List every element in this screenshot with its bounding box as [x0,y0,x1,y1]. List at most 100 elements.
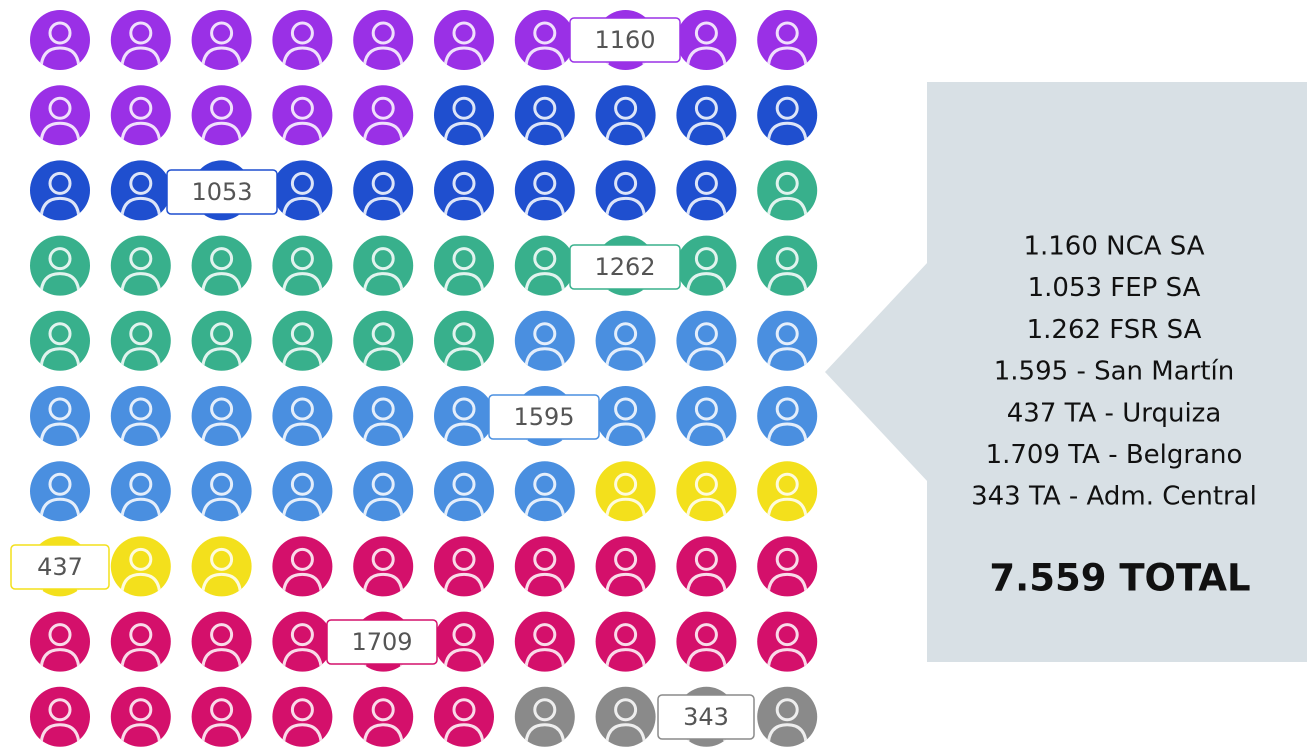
icon [30,611,90,672]
person-icon [110,310,171,371]
total: 7.559 TOTAL [989,557,1250,600]
icon-body [605,121,647,146]
icon-body [443,272,485,296]
icon-body [201,272,243,296]
person-icon [272,85,333,146]
person-icon [676,235,737,296]
icon [595,386,656,446]
icon-body [443,422,485,446]
icon-head [290,623,314,647]
icon-head [290,96,314,120]
icon [30,461,90,522]
icon-body [766,196,808,221]
icon [514,310,575,371]
person-icon [353,235,414,296]
icon [272,310,333,371]
person-icon [191,686,252,747]
icon-body [605,497,647,522]
icon-head [48,247,72,271]
icon-head [129,698,153,722]
icon [514,10,575,70]
value-label: 1053 [191,178,252,206]
icon-body [524,723,566,747]
person-icon [434,686,494,747]
icon-head [533,698,557,722]
icon [434,611,494,672]
icon-body [201,572,243,597]
icon [110,536,171,597]
person-icon [434,85,494,146]
icon [434,536,494,597]
icon [434,160,494,221]
person-icon [595,686,656,747]
icon-head [694,472,718,496]
person-icon [514,536,575,597]
icon [595,160,656,221]
icon-body [281,347,323,371]
icon [272,461,333,522]
icon-head [371,247,395,271]
person-icon [514,686,575,747]
icon-head [210,698,234,722]
icon-head [129,547,153,571]
icon-body [120,572,162,597]
icon-head [533,322,557,346]
person-icon [30,686,90,747]
person-icon [514,160,575,221]
icon-head [48,397,72,421]
icon-body [120,723,162,747]
icon [757,386,818,446]
value-label-box [10,544,110,590]
icon-head [371,171,395,195]
icon-head [290,698,314,722]
icon-head [290,397,314,421]
icon [514,686,575,747]
icon-head [775,96,799,120]
icon-body [443,46,485,70]
icon [676,386,737,446]
icon [757,461,818,522]
icon [30,10,90,70]
icon-body [443,497,485,522]
value-label: 437 [37,553,83,581]
icon [30,310,90,371]
icon-body [766,572,808,597]
icon-body [685,422,727,446]
icon [676,10,737,70]
icon [676,235,737,296]
value-label-box [569,244,681,290]
icon [757,536,818,597]
icon-head [290,547,314,571]
icon [272,386,333,446]
person-icon [595,310,656,371]
icon [110,160,171,221]
person-icon [434,536,494,597]
person-icon [110,686,171,747]
icon-head [775,547,799,571]
value-label-box [326,619,438,665]
icon-body [201,347,243,371]
icon-body [685,46,727,70]
icon-body [685,648,727,672]
icon-body [281,272,323,296]
icon-head [452,96,476,120]
person-icon [30,611,90,672]
icon-body [766,497,808,522]
person-icon [191,461,252,522]
value-label: 1262 [594,253,655,281]
icon [676,310,737,371]
icon-head [533,623,557,647]
icon-body [685,572,727,597]
icon-body [281,497,323,522]
icon-body [39,121,81,146]
person-icon [272,461,333,522]
icon [353,536,414,597]
icon-head [129,322,153,346]
icon-body [362,272,404,296]
icon-head [48,322,72,346]
person-icon [757,10,818,70]
person-icon [757,85,818,146]
person-icon [191,85,252,146]
icon-body [766,723,808,747]
